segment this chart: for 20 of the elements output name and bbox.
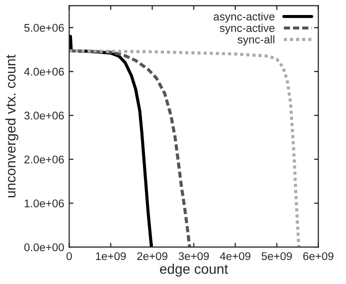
x-tick-label: 5e+09 bbox=[262, 252, 292, 260]
y-tick-label: 5.0e+06 bbox=[24, 24, 64, 32]
x-tick-label: 4e+09 bbox=[220, 252, 250, 260]
line-series bbox=[69, 49, 300, 248]
y-tick-label: 3.0e+06 bbox=[24, 112, 64, 120]
x-tick-label: 0 bbox=[66, 252, 72, 260]
y-tick-label: 0.0e+00 bbox=[24, 243, 64, 252]
y-tick-label: 2.0e+06 bbox=[24, 156, 64, 164]
x-tick-label: 3e+09 bbox=[178, 252, 209, 260]
x-tick-label: 6e+09 bbox=[303, 252, 334, 260]
y-tick-label: 1.0e+06 bbox=[24, 199, 64, 208]
legend-label: async-active bbox=[214, 12, 274, 23]
y-axis-title: unconverged vtx. count bbox=[5, 54, 18, 198]
x-axis-title: edge count bbox=[160, 264, 228, 277]
x-tick-label: 2e+09 bbox=[137, 252, 168, 260]
legend-label: sync-all bbox=[238, 35, 274, 46]
x-tick-label: 1e+09 bbox=[96, 252, 126, 260]
y-tick-label: 4.0e+06 bbox=[24, 68, 64, 76]
line-series bbox=[69, 49, 192, 248]
legend-label: sync-active bbox=[220, 24, 274, 34]
